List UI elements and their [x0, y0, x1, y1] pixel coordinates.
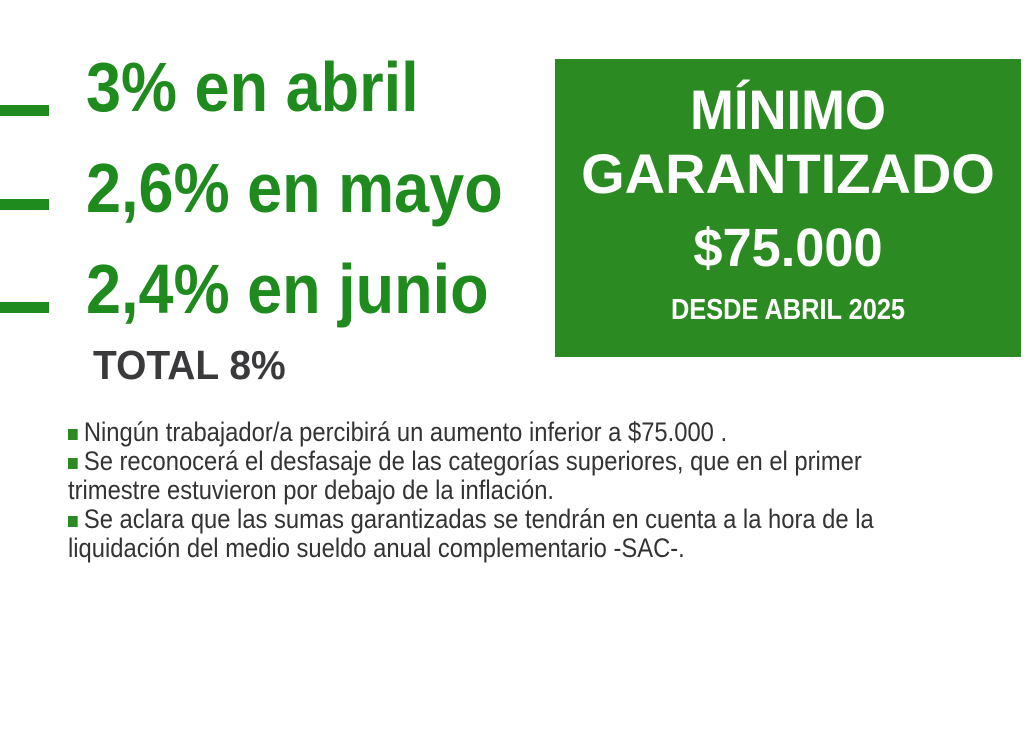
- dash-marker-icon: [0, 199, 49, 210]
- box-title-line2: GARANTIZADO: [581, 142, 995, 205]
- note-text: Se aclara que las sumas garantizadas se …: [83, 504, 874, 534]
- box-amount: $75.000: [693, 218, 883, 278]
- note-text: Ningún trabajador/a percibirá un aumento…: [83, 417, 728, 447]
- box-effective-date: DESDE ABRIL 2025: [670, 294, 906, 326]
- note-text: trimestre estuvieron por debajo de la in…: [68, 475, 555, 505]
- box-title-line1: MÍNIMO: [690, 78, 886, 141]
- square-bullet-icon: [68, 516, 78, 527]
- note-line: trimestre estuvieron por debajo de la in…: [68, 476, 957, 505]
- notes-list: Ningún trabajador/a percibirá un aumento…: [68, 418, 957, 563]
- square-bullet-icon: [68, 458, 78, 469]
- note-text: liquidación del medio sueldo anual compl…: [68, 533, 685, 563]
- note-line: Ningún trabajador/a percibirá un aumento…: [68, 418, 957, 447]
- guaranteed-minimum-box: MÍNIMO GARANTIZADO $75.000 DESDE ABRIL 2…: [555, 59, 1021, 357]
- note-line: liquidación del medio sueldo anual compl…: [68, 534, 957, 563]
- dash-marker-icon: [0, 105, 49, 116]
- total-increase-label: TOTAL 8%: [93, 342, 286, 388]
- note-text: Se reconocerá el desfasaje de las catego…: [83, 446, 862, 476]
- increase-april: 3% en abril: [86, 48, 419, 126]
- increase-may: 2,6% en mayo: [86, 149, 503, 227]
- note-line: Se aclara que las sumas garantizadas se …: [68, 505, 957, 534]
- square-bullet-icon: [68, 429, 78, 440]
- dash-marker-icon: [0, 302, 49, 313]
- note-line: Se reconocerá el desfasaje de las catego…: [68, 447, 957, 476]
- increase-june: 2,4% en junio: [86, 250, 489, 328]
